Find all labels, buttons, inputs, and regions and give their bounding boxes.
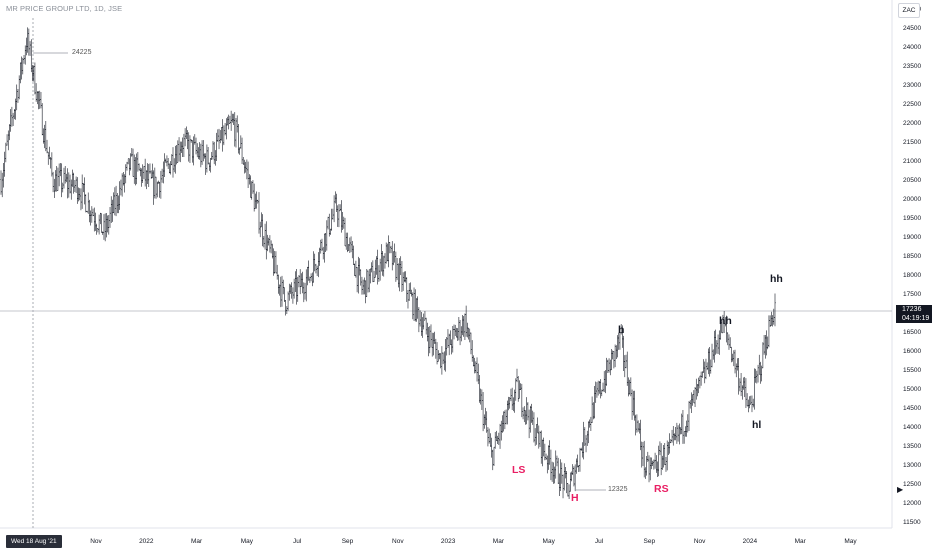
price-tick-label: 19500 (903, 215, 921, 222)
price-tick-label: 14000 (903, 424, 921, 431)
price-tick-label: 22000 (903, 120, 921, 127)
price-tick-label: 16000 (903, 348, 921, 355)
price-tick-label: 17500 (903, 291, 921, 298)
low-price-label: 12325 (608, 486, 628, 493)
price-tick-label: 24500 (903, 25, 921, 32)
price-tick-label: 21500 (903, 139, 921, 146)
bar-countdown: 04:19:19 (902, 315, 930, 322)
annotation-head: H (571, 492, 579, 504)
annotation-higher-high-small: h (618, 324, 625, 336)
annotation-left-shoulder: LS (512, 464, 526, 476)
price-tick-label: 12000 (903, 500, 921, 507)
time-tick-label: Mar (191, 538, 203, 545)
price-tick-label: 23000 (903, 82, 921, 89)
price-tick-label: 15000 (903, 386, 921, 393)
time-tick-label: Nov (90, 538, 102, 545)
time-tick-label: Nov (392, 538, 404, 545)
time-tick-label: May (241, 538, 254, 545)
price-tick-label: 18000 (903, 272, 921, 279)
price-tick-label: 13500 (903, 443, 921, 450)
time-tick-label: Nov (694, 538, 706, 545)
price-tick-label: 14500 (903, 405, 921, 412)
symbol-title[interactable]: MR PRICE GROUP LTD, 1D, JSE (6, 4, 123, 13)
time-tick-label: Sep (342, 538, 354, 545)
time-tick-label: May (844, 538, 857, 545)
scroll-to-realtime-icon[interactable]: ▶ (897, 485, 904, 494)
last-price-badge: 17236 04:19:19 (896, 305, 932, 323)
price-tick-label: 12500 (903, 481, 921, 488)
ohlc-bars (0, 27, 776, 499)
price-tick-label: 20000 (903, 196, 921, 203)
price-tick-label: 22500 (903, 101, 921, 108)
price-tick-label: 21000 (903, 158, 921, 165)
last-price-value: 17236 (902, 306, 922, 313)
time-tick-label: 2022 (139, 538, 154, 545)
price-tick-label: 23500 (903, 63, 921, 70)
time-tick-label: Jul (595, 538, 604, 545)
time-tick-label: 2024 (743, 538, 758, 545)
time-tick-label: Sep (644, 538, 656, 545)
annotation-higher-high-1: hh (719, 315, 732, 327)
crosshair-date-label: Wed 18 Aug '21 (6, 535, 62, 548)
price-tick-label: 15500 (903, 367, 921, 374)
time-tick-label: 2023 (441, 538, 456, 545)
time-axis-labels: Nov 2022 Mar May Jul Sep Nov 2023 Mar May Jul Sep No… (90, 538, 857, 545)
annotation-higher-high-2: hh (770, 273, 783, 285)
price-tick-label: 24000 (903, 44, 921, 51)
price-scale[interactable] (892, 0, 932, 528)
time-tick-label: Mar (795, 538, 807, 545)
price-tick-label: 19000 (903, 234, 921, 241)
currency-button[interactable]: ZAC (898, 3, 920, 18)
price-tick-label: 11500 (903, 519, 921, 526)
price-tick-label: 18500 (903, 253, 921, 260)
annotation-right-shoulder: RS (654, 483, 669, 495)
price-tick-label: 16500 (903, 329, 921, 336)
time-tick-label: Jul (293, 538, 302, 545)
annotation-higher-low: hl (752, 419, 762, 431)
price-tick-label: 13000 (903, 462, 921, 469)
time-tick-label: Mar (493, 538, 505, 545)
high-price-label: 24225 (72, 49, 92, 56)
time-tick-label: May (543, 538, 556, 545)
price-tick-label: 20500 (903, 177, 921, 184)
